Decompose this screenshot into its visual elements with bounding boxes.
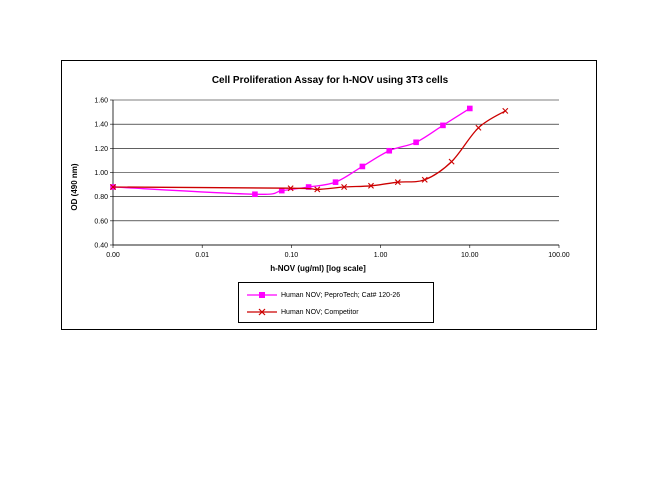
chart-area: Cell Proliferation Assay for h-NOV using… bbox=[61, 60, 597, 330]
square-marker-icon bbox=[247, 292, 277, 298]
chart-svg: Cell Proliferation Assay for h-NOV using… bbox=[70, 75, 570, 273]
data-point bbox=[421, 176, 428, 183]
data-point bbox=[367, 182, 374, 189]
y-axis-label: OD (490 nm) bbox=[70, 163, 79, 210]
legend-label-1: Human NOV; PeproTech; Cat# 120-26 bbox=[281, 291, 401, 299]
data-point-stroke bbox=[394, 179, 401, 186]
x-tick-label: 0.00 bbox=[106, 252, 120, 259]
x-axis-label: h-NOV (ug/ml) [log scale] bbox=[270, 264, 366, 273]
y-tick-label: 0.40 bbox=[94, 243, 108, 250]
data-point bbox=[448, 158, 455, 165]
y-tick-label: 1.00 bbox=[94, 170, 108, 177]
data-point-stroke bbox=[110, 184, 116, 190]
y-tick-label: 1.20 bbox=[94, 146, 108, 153]
data-point bbox=[110, 184, 116, 190]
data-point bbox=[386, 147, 393, 154]
x-tick-label: 0.10 bbox=[285, 252, 299, 259]
legend-entry-2: Human NOV; Competitor bbox=[247, 306, 359, 318]
x-tick-label: 10.00 bbox=[461, 252, 479, 259]
axes bbox=[110, 99, 560, 248]
legend-entry-1: Human NOV; PeproTech; Cat# 120-26 bbox=[247, 289, 400, 301]
data-point-stroke bbox=[287, 185, 294, 192]
data-point bbox=[332, 179, 339, 185]
x-tick-label: 100.00 bbox=[548, 252, 570, 259]
data-point bbox=[502, 107, 509, 114]
data-point bbox=[359, 163, 366, 170]
x-tick-label: 0.01 bbox=[195, 252, 209, 259]
series-2 bbox=[110, 107, 509, 193]
data-point bbox=[413, 139, 419, 146]
data-point bbox=[467, 105, 473, 112]
y-tick-label: 1.60 bbox=[94, 98, 108, 105]
chart-legend: Human NOV; PeproTech; Cat# 120-26 Human … bbox=[238, 282, 434, 323]
legend-label-2: Human NOV; Competitor bbox=[281, 308, 359, 316]
data-point-stroke bbox=[367, 182, 374, 189]
data-point bbox=[341, 184, 348, 190]
data-point-stroke bbox=[475, 124, 482, 131]
chart-title: Cell Proliferation Assay for h-NOV using… bbox=[212, 75, 449, 86]
gridlines bbox=[113, 99, 559, 246]
data-point-stroke bbox=[448, 158, 455, 165]
data-point-stroke bbox=[421, 176, 428, 183]
data-point bbox=[278, 187, 285, 194]
x-marker-icon bbox=[247, 308, 277, 316]
data-point bbox=[252, 191, 258, 198]
data-point bbox=[440, 122, 446, 129]
data-point bbox=[394, 179, 401, 186]
data-point-stroke bbox=[314, 186, 321, 193]
y-tick-label: 0.60 bbox=[94, 218, 108, 225]
series-line bbox=[112, 107, 471, 195]
data-point-stroke bbox=[341, 184, 348, 190]
data-point bbox=[287, 185, 294, 192]
data-point-stroke bbox=[502, 107, 509, 114]
x-tick-labels: 0.00 0.01 0.10 1.00 10.00 100.00 bbox=[106, 252, 570, 259]
y-tick-label: 1.40 bbox=[94, 122, 108, 129]
data-point bbox=[314, 186, 321, 193]
series-1 bbox=[110, 105, 473, 198]
y-tick-label: 0.80 bbox=[94, 194, 108, 201]
series bbox=[110, 105, 509, 198]
y-tick-labels: 0.40 0.60 0.80 1.00 1.20 1.40 1.60 bbox=[94, 98, 108, 250]
data-point bbox=[475, 124, 482, 131]
x-tick-label: 1.00 bbox=[374, 252, 388, 259]
data-point bbox=[305, 184, 312, 190]
